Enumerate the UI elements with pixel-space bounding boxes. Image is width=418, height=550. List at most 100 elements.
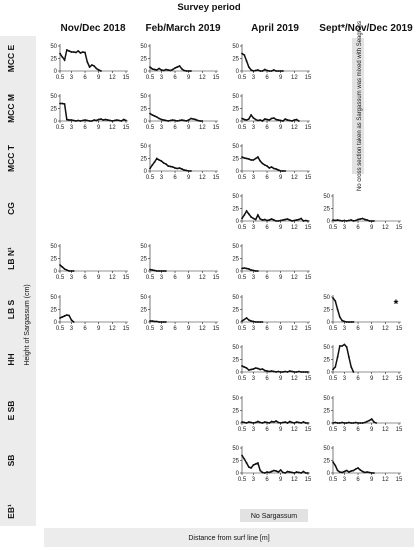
- data-point: [366, 219, 368, 221]
- data-point: [295, 118, 298, 121]
- x-tick-label: 3: [343, 427, 347, 433]
- data-point: [293, 371, 296, 373]
- x-tick-label: 12: [382, 326, 389, 332]
- data-point: [158, 67, 161, 70]
- x-tick-label: 9: [97, 275, 101, 281]
- panel: 0 25 50 0.5 3 6 9 12 15: [50, 295, 130, 332]
- data-point: [149, 320, 151, 322]
- data-point: [252, 70, 255, 72]
- data-point: [270, 370, 273, 372]
- y-tick-label: 0: [327, 219, 331, 225]
- data-point: [268, 219, 271, 221]
- data-point: [254, 321, 257, 323]
- data-point: [364, 421, 366, 424]
- data-point: [270, 218, 273, 220]
- data-point: [268, 167, 271, 169]
- x-tick-label: 9: [370, 225, 374, 231]
- data-point: [61, 56, 64, 58]
- data-point: [273, 167, 275, 170]
- row-label: LB N¹: [6, 247, 16, 270]
- x-tick-label: 15: [123, 326, 130, 332]
- data-point: [288, 471, 291, 473]
- data-point: [247, 466, 250, 468]
- x-tick-label: 12: [291, 125, 298, 131]
- data-point: [279, 422, 282, 424]
- data-point: [81, 119, 84, 122]
- data-point: [277, 370, 280, 373]
- data-point: [279, 70, 282, 72]
- data-point: [158, 321, 161, 323]
- x-tick-label: 9: [187, 125, 191, 131]
- y-tick-label: 0: [236, 69, 240, 75]
- data-point: [268, 70, 271, 72]
- data-point: [259, 321, 262, 323]
- data-point: [257, 156, 259, 158]
- data-point: [275, 420, 277, 422]
- data-point: [59, 102, 61, 105]
- x-tick-label: 15: [213, 175, 220, 181]
- x-tick-label: 0.5: [238, 125, 247, 131]
- data-point: [243, 366, 246, 368]
- data-point: [252, 217, 255, 220]
- x-tick-label: 3: [70, 326, 74, 332]
- data-point: [169, 69, 172, 72]
- data-point: [245, 267, 248, 270]
- data-point: [282, 219, 284, 221]
- panel: 0 25 50 0.5 3 6 9 12 15: [232, 244, 312, 281]
- x-tick-label: 9: [279, 75, 283, 81]
- data-point: [153, 320, 156, 323]
- data-point: [151, 68, 154, 70]
- panel: 0 25 50 0.5 3 6 9 12 15: [232, 94, 312, 131]
- data-point: [307, 220, 309, 222]
- data-point: [72, 119, 75, 122]
- data-point: [178, 119, 181, 122]
- data-point: [373, 220, 375, 222]
- data-point: [284, 421, 287, 423]
- data-point: [243, 458, 246, 460]
- x-tick-label: 15: [305, 427, 312, 433]
- x-tick-label: 3: [252, 175, 256, 181]
- data-point: [149, 112, 151, 115]
- data-point: [158, 117, 161, 120]
- y-tick-label: 0: [236, 421, 240, 427]
- series-line: [149, 112, 203, 122]
- data-point: [153, 68, 156, 71]
- data-point: [343, 470, 346, 473]
- data-point: [91, 120, 93, 122]
- x-tick-label: 12: [199, 75, 206, 81]
- data-point: [243, 118, 246, 121]
- data-point: [178, 65, 181, 67]
- data-point: [95, 67, 98, 70]
- data-point: [109, 119, 111, 122]
- y-tick-label: 0: [236, 269, 240, 275]
- data-point: [171, 166, 174, 168]
- x-tick-label: 15: [396, 427, 403, 433]
- panel: 0 25 50 0.5 3 6 9 12 15: [50, 44, 130, 81]
- data-point: [261, 471, 264, 474]
- data-point: [160, 118, 163, 121]
- data-point: [261, 321, 264, 323]
- y-tick-label: 0: [236, 471, 240, 477]
- y-tick-label: 50: [140, 295, 147, 301]
- y-tick-label: 50: [140, 94, 147, 100]
- data-point: [366, 471, 368, 473]
- data-point: [241, 365, 243, 367]
- data-point: [336, 422, 339, 424]
- data-point: [298, 218, 300, 221]
- panel: 0 25 50 0.5 3 6 9 12 15: [50, 94, 130, 131]
- data-point: [270, 420, 273, 423]
- x-tick-label: 0.5: [238, 225, 247, 231]
- data-point: [194, 118, 197, 121]
- y-tick-label: 25: [50, 57, 57, 63]
- data-point: [176, 120, 179, 122]
- data-point: [162, 321, 165, 323]
- x-tick-label: 12: [199, 175, 206, 181]
- data-point: [300, 217, 303, 220]
- x-tick-label: 0.5: [238, 376, 247, 382]
- x-tick-label: 12: [291, 175, 298, 181]
- data-point: [304, 472, 307, 474]
- y-tick-label: 0: [144, 69, 148, 75]
- x-tick-label: 3: [343, 326, 347, 332]
- data-point: [176, 66, 179, 68]
